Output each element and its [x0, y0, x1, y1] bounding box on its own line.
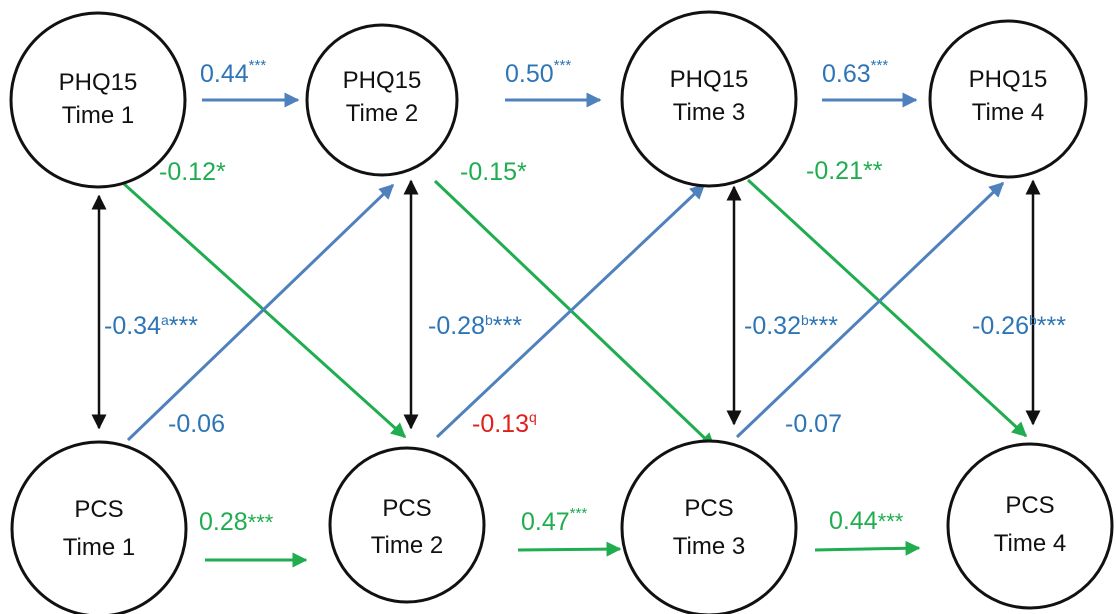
correlation-label-t2: -0.28b*** — [428, 312, 522, 340]
correlation-label-t4: -0.26b*** — [972, 312, 1066, 340]
node-pcs-time-4: PCS Time 4 — [946, 442, 1114, 610]
node-pcs-time-3: PCS Time 3 — [620, 439, 798, 614]
svg-text:Time 3: Time 3 — [673, 533, 745, 560]
node-pcs-time-2: PCS Time 2 — [328, 446, 486, 604]
path-label-phq-t3-t4: 0.63*** — [822, 57, 888, 88]
phq-t2-to-pcs-t3-arrow — [433, 179, 716, 449]
correlation-label-t3: -0.32b*** — [744, 312, 838, 340]
path-label-phq-t2-pcs-t3: -0.15* — [460, 158, 527, 186]
correlation-label-t1: -0.34a*** — [104, 312, 198, 340]
path-label-phq-t2-t3: 0.50*** — [505, 57, 571, 88]
node-phq15-time-2: PHQ15 Time 2 — [305, 23, 459, 177]
path-label-pcs-t3-t4: 0.44*** — [829, 507, 904, 535]
node-phq15-time-4: PHQ15 Time 4 — [928, 19, 1088, 179]
path-label-pcs-t1-t2: 0.28*** — [199, 508, 274, 536]
path-label-pcs-t3-phq-t4: -0.07 — [785, 410, 842, 438]
svg-text:PCS: PCS — [684, 495, 733, 522]
path-label-phq-t1-pcs-t2: -0.12* — [159, 158, 226, 186]
node-phq15-time-1: PHQ15 Time 1 — [9, 11, 187, 189]
pcs-t2-to-phq-t3-arrow — [435, 183, 706, 439]
svg-text:Time 1: Time 1 — [62, 102, 134, 129]
svg-text:PHQ15: PHQ15 — [969, 66, 1048, 93]
pcs-t3-to-phq-t4-arrow — [735, 181, 1005, 439]
svg-text:Time 3: Time 3 — [673, 99, 745, 126]
svg-text:Time 1: Time 1 — [63, 534, 135, 561]
pcs-t2-to-t3-arrow — [517, 541, 622, 557]
path-label-phq-t1-t2: 0.44*** — [200, 57, 266, 88]
pcs-t3-to-t4-arrow — [814, 540, 921, 556]
path-label-pcs-t2-phq-t3: -0.13q — [472, 409, 537, 438]
svg-text:PCS: PCS — [382, 495, 431, 522]
svg-text:PCS: PCS — [1005, 492, 1054, 519]
svg-text:Time 4: Time 4 — [972, 99, 1044, 126]
svg-text:PHQ15: PHQ15 — [670, 66, 749, 93]
svg-text:PHQ15: PHQ15 — [59, 69, 138, 96]
svg-text:Time 2: Time 2 — [371, 532, 443, 559]
node-pcs-time-1: PCS Time 1 — [10, 440, 188, 614]
svg-text:PHQ15: PHQ15 — [343, 67, 422, 94]
path-label-pcs-t2-t3: 0.47*** — [521, 505, 587, 536]
path-label-phq-t3-pcs-t4: -0.21** — [806, 157, 883, 185]
path-label-pcs-t1-phq-t2: -0.06 — [168, 410, 225, 438]
phq-t3-to-pcs-t4-arrow — [746, 178, 1028, 438]
svg-text:PCS: PCS — [74, 496, 123, 523]
node-phq15-time-3: PHQ15 Time 3 — [620, 10, 798, 188]
svg-text:Time 4: Time 4 — [994, 530, 1066, 557]
pcs-t1-to-phq-t2-arrow — [126, 183, 395, 442]
svg-text:Time 2: Time 2 — [346, 100, 418, 127]
